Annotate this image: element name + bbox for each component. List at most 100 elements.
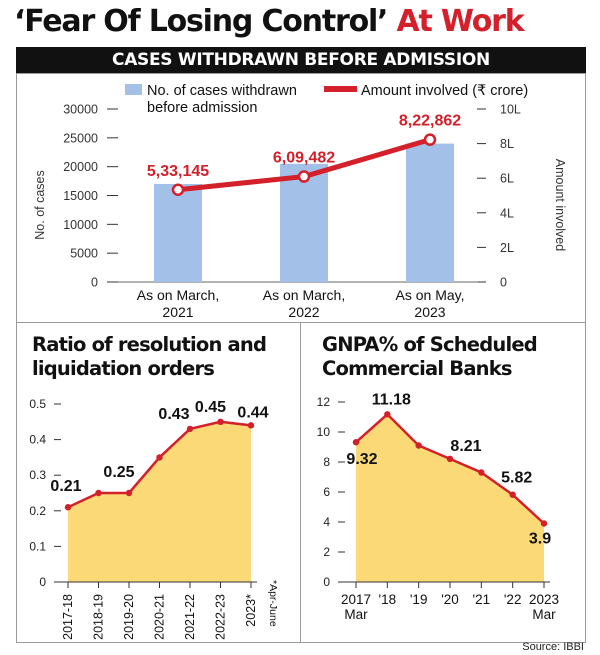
y-tick-label: 0 <box>39 575 46 589</box>
cases-bar <box>280 163 328 282</box>
y-tick-label: 0.5 <box>29 397 46 411</box>
data-label: 0.25 <box>103 464 134 481</box>
x-category-label: As on March, <box>263 287 345 303</box>
y-tick-label: 10 <box>317 425 331 439</box>
data-label: 5.82 <box>501 470 532 487</box>
x-category-label: Mar <box>532 607 556 622</box>
left-axis-title: No. of cases <box>33 170 47 239</box>
data-label: 11.18 <box>372 391 411 408</box>
x-category-label: 2017 <box>341 592 371 607</box>
series-point <box>247 422 255 429</box>
x-category-label: '19 <box>410 592 428 607</box>
legend-bar-label: before admission <box>147 100 257 116</box>
ratio-title-line2: liquidation orders <box>32 357 215 380</box>
horizontal-divider <box>16 322 586 323</box>
section-banner: CASES WITHDRAWN BEFORE ADMISSION <box>16 47 586 73</box>
x-category-label: 2023 <box>529 592 559 607</box>
x-category-label: 2019-20 <box>122 594 136 640</box>
y-tick-label: 6 <box>323 485 330 499</box>
right-tick-label: 0 <box>500 276 507 290</box>
y-tick-label: 0.4 <box>29 433 46 447</box>
footnote-label: *Apr-June <box>267 580 279 627</box>
gnpa-chart-title: GNPA% of Scheduled Commercial Banks <box>322 333 538 381</box>
x-category-label: '21 <box>473 592 491 607</box>
data-label: 0.44 <box>237 404 268 421</box>
series-point <box>415 442 422 449</box>
series-point <box>540 520 548 527</box>
data-label: 0.43 <box>158 406 189 423</box>
series-point <box>217 418 224 425</box>
legend-line-label: Amount involved (₹ crore) <box>361 83 528 99</box>
left-tick-label: 30000 <box>63 103 98 117</box>
series-point <box>95 489 102 497</box>
y-tick-label: 8 <box>323 455 330 469</box>
x-category-label: 2021-22 <box>183 594 197 640</box>
data-label: 3.9 <box>529 531 551 548</box>
data-label: 8.21 <box>450 438 481 455</box>
left-tick-label: 0 <box>91 276 98 290</box>
left-tick-label: 25000 <box>63 131 98 145</box>
right-tick-label: 4L <box>500 206 514 220</box>
y-tick-label: 0.1 <box>29 539 46 553</box>
title-part1: ‘Fear Of Losing Control’ <box>14 4 397 39</box>
x-category-label: 2021 <box>162 304 193 320</box>
left-tick-label: 5000 <box>70 247 98 261</box>
amount-point <box>171 183 185 197</box>
data-label: 0.45 <box>195 399 226 416</box>
y-tick-label: 12 <box>317 395 331 409</box>
series-point <box>384 411 391 418</box>
left-tick-label: 20000 <box>63 160 98 174</box>
amount-data-label: 8,22,862 <box>399 113 461 130</box>
ratio-chart: 0 0.1 0.2 0.3 0.4 0.5 0.21 0.25 0.43 0.45 0.44 2017… <box>29 397 279 640</box>
x-category-label: '20 <box>441 592 459 607</box>
right-tick-label: 8L <box>500 137 514 151</box>
amount-point <box>297 170 311 183</box>
series-point <box>446 455 454 463</box>
source-note: Source: IBBI <box>522 641 584 653</box>
cases-bar <box>406 143 454 282</box>
gnpa-title-line2: Commercial Banks <box>322 357 513 380</box>
title-part2: At Work <box>396 4 525 39</box>
area-fill <box>356 414 544 582</box>
ratio-chart-title: Ratio of resolution and liquidation orde… <box>32 333 267 381</box>
y-tick-label: 4 <box>323 515 330 529</box>
series-point <box>352 439 360 446</box>
x-category-label: 2023 <box>414 304 445 320</box>
y-tick-label: 0 <box>323 575 330 589</box>
charts-frame <box>16 73 586 643</box>
ratio-title-line1: Ratio of resolution and <box>32 333 267 356</box>
left-tick-label: 10000 <box>63 218 98 232</box>
y-tick-label: 0.3 <box>29 468 46 482</box>
cases-bar <box>154 183 202 282</box>
page-title: ‘Fear Of Losing Control’ At Work <box>14 4 525 39</box>
y-tick-label: 0.2 <box>29 504 46 518</box>
y-tick-label: 2 <box>323 545 330 559</box>
series-point <box>509 491 516 498</box>
x-category-label: '22 <box>504 592 522 607</box>
x-category-label: 2017-18 <box>61 594 75 640</box>
legend-line-swatch <box>324 86 357 92</box>
x-category-label: Mar <box>344 607 368 622</box>
amount-point <box>423 133 437 146</box>
x-category-label: 2020-21 <box>153 594 167 640</box>
x-category-label: 2022 <box>288 304 319 320</box>
legend-bar-label: No. of cases withdrawn <box>147 83 297 99</box>
x-category-label: 2023* <box>244 594 258 627</box>
data-label: 0.21 <box>50 478 81 495</box>
x-category-label: 2018-19 <box>92 594 106 640</box>
series-point <box>156 454 163 461</box>
series-point <box>478 469 485 476</box>
x-category-label: As on March, <box>137 287 219 303</box>
x-category-label: As on May, <box>396 287 465 303</box>
right-tick-label: 2L <box>500 241 514 255</box>
series-point <box>125 489 133 497</box>
right-tick-label: 10L <box>500 103 521 117</box>
area-fill <box>68 421 251 582</box>
x-category-label: '18 <box>379 592 397 607</box>
right-tick-label: 6L <box>500 172 514 186</box>
amount-data-label: 6,09,482 <box>273 150 335 167</box>
data-label: 9.32 <box>346 451 377 468</box>
series-point <box>64 504 72 511</box>
